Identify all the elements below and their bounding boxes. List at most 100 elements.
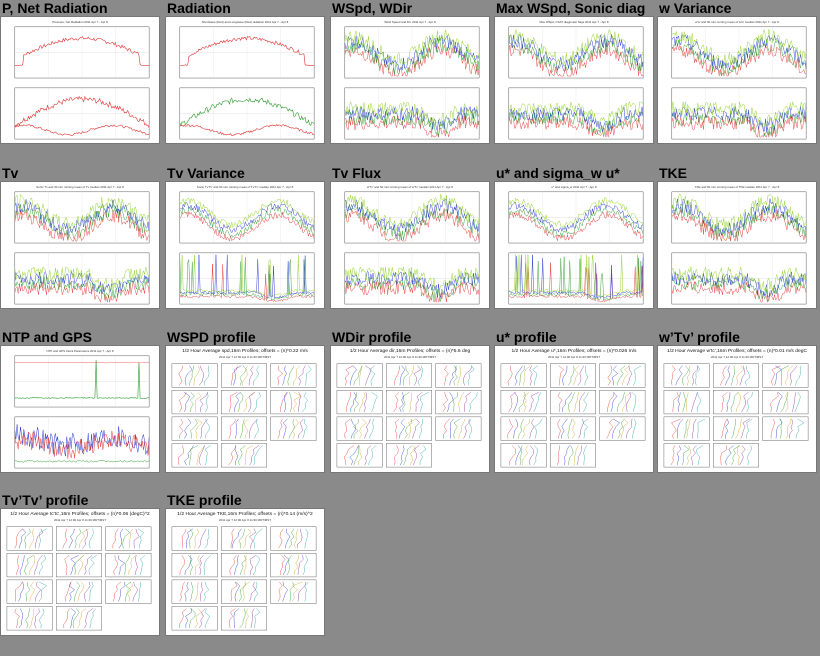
profile-line (556, 445, 560, 466)
profile-line (417, 365, 424, 386)
series-line (179, 206, 315, 238)
plot-thumbnail[interactable]: Shortwave (Red) and Longwave (Red) radia… (165, 16, 325, 144)
profile-line (795, 365, 802, 386)
profile-line (453, 418, 461, 439)
profile-line (583, 392, 589, 413)
profile-line (518, 392, 526, 412)
profile-line (350, 418, 356, 439)
profile-line (346, 392, 351, 412)
profile-line (238, 528, 245, 549)
profile-line (458, 418, 466, 439)
profile-line (521, 445, 529, 466)
profile-line (350, 392, 357, 412)
tile-title[interactable]: Radiation (167, 0, 231, 16)
profile-panel (336, 390, 383, 415)
tile-title[interactable]: Tv Flux (332, 165, 382, 181)
tile-title[interactable]: Tv Variance (167, 165, 245, 181)
profile-line (584, 365, 589, 386)
plot-thumbnail[interactable]: Wind Speed and Dir. 2011 Apr 7 - Apr 8 (330, 16, 490, 144)
profile-line (519, 445, 523, 466)
profile-line (725, 445, 734, 466)
plot-thumbnail[interactable]: 1/2 Hour Average dir,16m Profiles; offse… (330, 345, 490, 473)
plot-subtitle: 2011 Apr 7 12:00 Apr 8 11:30 MDT/MST (548, 355, 600, 359)
profile-line (685, 418, 691, 439)
profile-line (249, 555, 257, 575)
tile-title[interactable]: Tv (2, 165, 19, 181)
profile-panel (713, 363, 759, 388)
plot-thumbnail[interactable]: u* and sigma_w 2011 Apr 7 - Apr 8 (494, 181, 654, 309)
plot-thumbnail[interactable]: 1/2 Hour Average tc'tc',16m Profiles; of… (0, 508, 160, 636)
plot-thumbnail[interactable]: TKE and 60 min running mean of TKE media… (657, 181, 817, 309)
tile-title[interactable]: TKE profile (167, 492, 242, 508)
plot-thumbnail[interactable]: w'Tv' and 60 min running mean of w'Tv' m… (330, 181, 490, 309)
profile-panel (550, 363, 596, 388)
plot-thumbnail[interactable]: w'w' and 60 min running mean of w'w' med… (657, 16, 817, 144)
series-line (179, 197, 315, 228)
profile-line (233, 365, 242, 386)
profile-line (730, 365, 735, 386)
plot-thumbnail[interactable]: Max WSpd, CSAT diagnostic flags 2011 Apr… (494, 16, 654, 144)
profile-line (670, 445, 676, 466)
plot-thumbnail[interactable]: Sonic Tv and 30 min running mean of Tv m… (0, 181, 160, 309)
plot-thumbnail[interactable]: 1/2 Hour Average spd,16m Profiles; offse… (165, 345, 325, 473)
tile-title[interactable]: WDir profile (332, 329, 412, 345)
plot-thumbnail[interactable]: 1/2 Hour Average TKE,16m Profiles; offse… (165, 508, 325, 636)
tile-title[interactable]: WSPD profile (167, 329, 256, 345)
plot-thumbnail[interactable]: Pressure, Net Radiation 2011 Apr 7 - Apr… (0, 16, 160, 144)
profile-line (305, 365, 312, 386)
profile-line (746, 418, 753, 439)
tile-title[interactable]: P, Net Radiation (2, 0, 108, 16)
tile-title[interactable]: WSpd, WDir (332, 0, 413, 16)
profile-line (203, 581, 210, 602)
profile-line (282, 555, 290, 576)
profile-line (746, 392, 753, 413)
plot-thumbnail[interactable]: NTP and GPS Clock Parameters 2011 Apr 7 … (0, 345, 160, 473)
tile-title[interactable]: Max WSpd, Sonic diag (496, 0, 646, 16)
profile-line (280, 392, 288, 412)
profile-line (239, 365, 247, 386)
profile-line (694, 365, 701, 386)
tile-title[interactable]: w Variance (659, 0, 732, 16)
tile-title[interactable]: u* and sigma_w u* (496, 165, 620, 181)
tile-title[interactable]: NTP and GPS (2, 329, 92, 345)
plot-title: 1/2 Hour Average u*,16m Profiles; offset… (511, 348, 637, 354)
profile-line (298, 365, 306, 386)
tile-title[interactable]: TKE (659, 165, 687, 181)
tile-title[interactable]: u* profile (496, 329, 557, 345)
plot-image: 1/2 Hour Average u*,16m Profiles; offset… (500, 348, 646, 468)
series-line (344, 280, 480, 303)
profile-line (353, 365, 363, 386)
profile-line (297, 418, 304, 439)
profile-line (133, 528, 140, 549)
profile-line (178, 445, 184, 466)
profile-line (195, 418, 203, 439)
profile-line (607, 392, 615, 412)
profile-line (195, 555, 201, 575)
plot-title: 1/2 Hour Average w'tc',16m Profiles; off… (667, 348, 807, 354)
series-line (671, 203, 807, 240)
profile-line (82, 528, 89, 549)
profile-line (512, 392, 518, 413)
profile-line (112, 581, 122, 602)
series-line (508, 254, 644, 299)
profile-line (186, 528, 194, 549)
profile-panel (599, 416, 646, 441)
profile-line (413, 365, 422, 386)
plot-thumbnail[interactable]: Sonic Tv'Tv' and 60 min running mean of … (165, 181, 325, 309)
profile-line (14, 608, 20, 629)
profile-line (696, 392, 702, 412)
profile-line (248, 365, 254, 386)
profile-panel (762, 363, 809, 388)
profile-line (277, 418, 283, 439)
series-line (14, 280, 150, 303)
plot-thumbnail[interactable]: 1/2 Hour Average u*,16m Profiles; offset… (494, 345, 654, 473)
profile-line (285, 528, 291, 549)
profile-line (789, 365, 798, 386)
plot-title: u* and sigma_w 2011 Apr 7 - Apr 8 (551, 185, 597, 189)
tile-title[interactable]: Tv’Tv’ profile (2, 492, 89, 508)
tile-title[interactable]: w’Tv’ profile (659, 329, 740, 345)
plot-thumbnail[interactable]: 1/2 Hour Average w'tc',16m Profiles; off… (657, 345, 817, 473)
profile-line (533, 445, 538, 466)
profile-panel (500, 443, 547, 468)
series-line (14, 193, 150, 230)
